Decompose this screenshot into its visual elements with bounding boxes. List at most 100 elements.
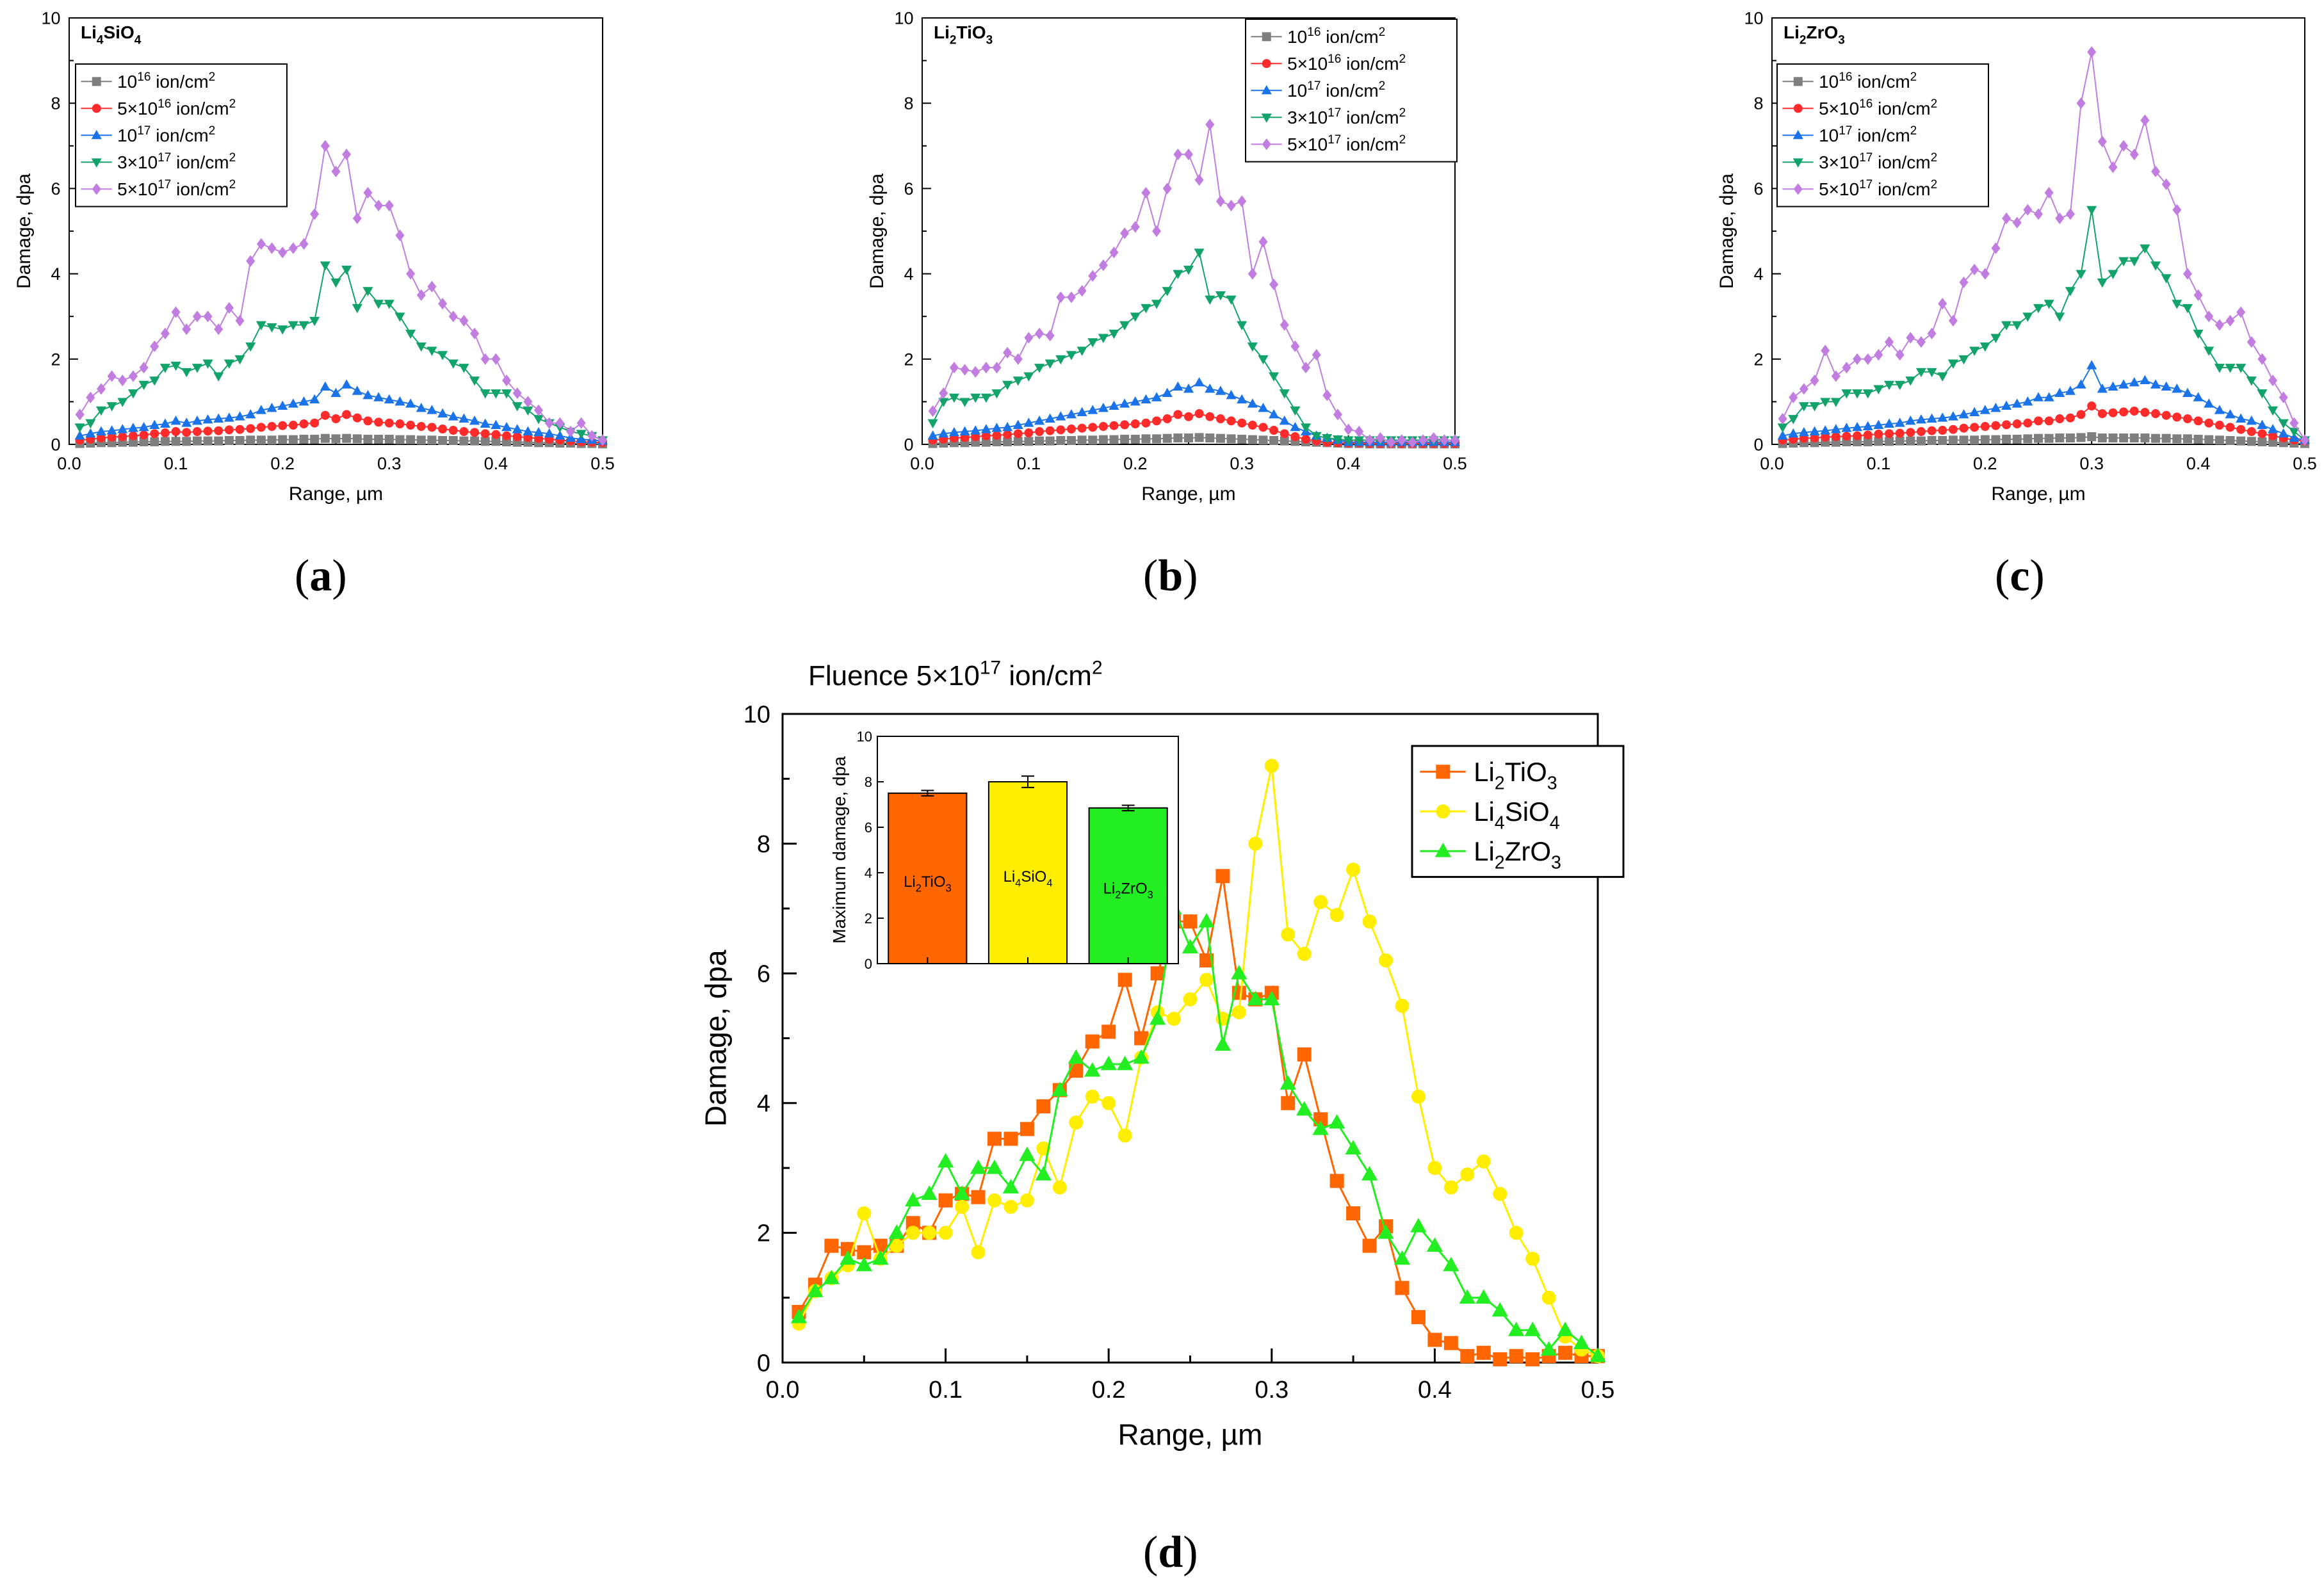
data-point bbox=[128, 370, 138, 382]
data-point bbox=[2214, 364, 2225, 373]
data-point bbox=[288, 398, 298, 408]
data-point bbox=[1066, 409, 1077, 419]
data-point bbox=[1120, 435, 1130, 444]
data-point bbox=[1003, 430, 1012, 439]
data-point bbox=[1130, 396, 1141, 406]
data-point bbox=[2172, 300, 2182, 309]
data-point bbox=[1248, 836, 1263, 851]
data-point bbox=[1130, 312, 1141, 322]
data-point bbox=[1247, 421, 1257, 430]
legend-label: Li4SiO4 bbox=[1474, 797, 1560, 834]
data-point bbox=[1841, 423, 1852, 432]
data-point bbox=[138, 421, 149, 432]
data-point bbox=[1269, 409, 1280, 419]
data-point bbox=[2161, 381, 2172, 391]
data-point bbox=[416, 289, 426, 301]
data-point bbox=[1087, 338, 1098, 348]
data-point bbox=[352, 212, 362, 225]
data-point bbox=[1959, 276, 1969, 289]
data-point bbox=[2193, 435, 2203, 444]
data-point bbox=[107, 370, 117, 382]
data-point bbox=[523, 406, 533, 416]
data-point bbox=[2150, 261, 2161, 271]
data-point bbox=[1894, 380, 1905, 391]
data-point bbox=[1130, 221, 1140, 233]
data-point bbox=[1002, 380, 1013, 391]
data-point bbox=[991, 423, 1002, 432]
data-point bbox=[374, 435, 384, 444]
data-point bbox=[1066, 291, 1076, 303]
data-point bbox=[2140, 375, 2150, 385]
legend: 1016 ion/cm2 5×1016 ion/cm2 1017 ion/cm2 3×… bbox=[1776, 63, 1989, 207]
data-point bbox=[1019, 1146, 1036, 1161]
x-tick-label: 0.3 bbox=[2079, 454, 2104, 473]
data-point bbox=[544, 417, 554, 429]
data-point bbox=[1979, 405, 1990, 414]
legend-label: 5×1016 ion/cm2 bbox=[117, 97, 236, 118]
data-point bbox=[74, 430, 85, 440]
data-point bbox=[159, 364, 170, 373]
data-point bbox=[1862, 421, 1873, 430]
data-point bbox=[1927, 426, 1937, 435]
data-point bbox=[459, 364, 469, 373]
data-point bbox=[1109, 247, 1119, 259]
legend-marker bbox=[1792, 129, 1803, 140]
inset-y-tick-label: 4 bbox=[865, 865, 872, 881]
data-point bbox=[256, 405, 266, 414]
data-point bbox=[502, 375, 512, 387]
data-point bbox=[1098, 422, 1108, 432]
data-point bbox=[1906, 436, 1915, 446]
data-point bbox=[2129, 257, 2140, 267]
data-point bbox=[1443, 1336, 1458, 1350]
data-point bbox=[438, 298, 448, 310]
data-point bbox=[1056, 291, 1066, 303]
data-point bbox=[1020, 1193, 1034, 1208]
x-tick-label: 0.0 bbox=[910, 454, 934, 473]
data-point bbox=[1809, 426, 1820, 435]
x-axis-label: Range, µm bbox=[1991, 483, 2085, 505]
data-point bbox=[1798, 426, 1809, 437]
data-point bbox=[954, 1185, 970, 1200]
data-point bbox=[1991, 421, 2001, 430]
data-point bbox=[309, 316, 320, 327]
data-point bbox=[1301, 435, 1311, 444]
data-point bbox=[2140, 244, 2150, 254]
data-point bbox=[2214, 435, 2224, 445]
series-5-10-16-ion-cm-2 bbox=[75, 410, 607, 448]
data-point bbox=[2151, 409, 2161, 419]
data-point bbox=[2108, 408, 2118, 417]
data-point bbox=[1023, 372, 1034, 382]
data-point bbox=[1023, 417, 1034, 427]
data-point bbox=[1300, 423, 1312, 433]
data-point bbox=[1959, 423, 1969, 433]
data-point bbox=[1279, 415, 1290, 425]
data-point bbox=[224, 302, 234, 314]
data-point bbox=[234, 411, 245, 421]
data-point bbox=[1101, 1096, 1116, 1110]
data-point bbox=[74, 423, 85, 433]
data-point bbox=[2268, 437, 2278, 447]
series-Li4SiO4 bbox=[792, 759, 1605, 1363]
x-tick-label: 0.2 bbox=[270, 454, 295, 473]
legend-marker bbox=[1436, 804, 1450, 819]
data-point bbox=[459, 314, 469, 327]
data-point bbox=[1916, 336, 1926, 348]
data-point bbox=[267, 242, 277, 254]
data-point bbox=[1152, 416, 1162, 426]
data-point bbox=[2034, 416, 2043, 426]
data-point bbox=[905, 1192, 922, 1207]
data-point bbox=[118, 432, 127, 442]
data-point bbox=[1066, 351, 1077, 360]
legend-marker bbox=[92, 183, 101, 195]
data-point bbox=[1440, 434, 1449, 446]
data-point bbox=[1329, 1174, 1344, 1188]
legend-marker bbox=[1793, 77, 1803, 86]
y-tick-label: 2 bbox=[51, 350, 60, 369]
data-point bbox=[1332, 435, 1344, 445]
data-point bbox=[1088, 435, 1098, 445]
data-point bbox=[1183, 992, 1198, 1007]
y-tick-label: 10 bbox=[1744, 8, 1763, 28]
data-point bbox=[266, 323, 277, 333]
data-point bbox=[1044, 359, 1055, 369]
data-point bbox=[2140, 433, 2150, 443]
